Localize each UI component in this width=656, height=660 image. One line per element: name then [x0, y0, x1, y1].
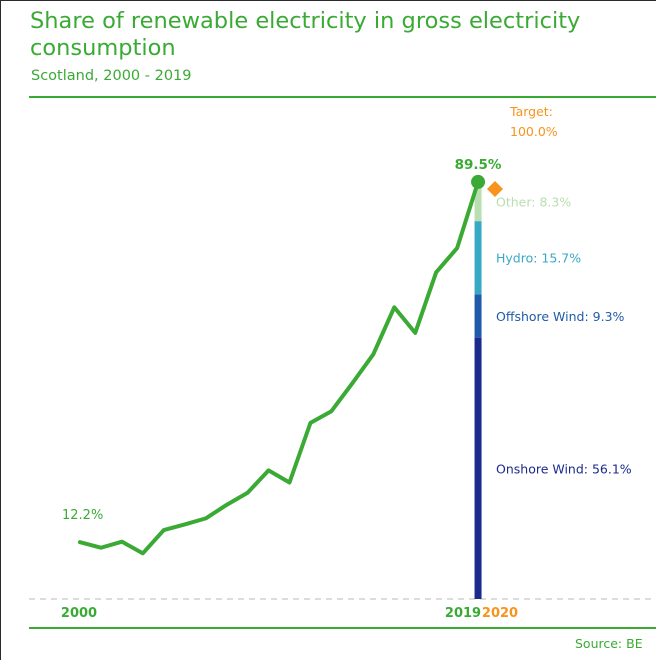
target-label-line2: 100.0% — [510, 124, 558, 139]
first-point-label: 12.2% — [62, 508, 103, 523]
footer-rule — [29, 627, 656, 629]
x-tick-label-2000: 2000 — [61, 606, 97, 621]
target-label-line1: Target: — [509, 104, 553, 119]
x-tick-label-2019: 2019 — [445, 606, 481, 621]
breakdown-label-onshore-wind: Onshore Wind: 56.1% — [496, 461, 632, 476]
source-note: Source: BE — [575, 636, 643, 651]
chart-title: Share of renewable electricity in gross … — [30, 8, 581, 61]
header-rule — [29, 96, 656, 98]
target-diamond-icon — [487, 181, 503, 197]
x-tick-label-2020: 2020 — [482, 606, 518, 621]
frame-top-border — [0, 0, 656, 1]
breakdown-label-hydro: Hydro: 15.7% — [496, 251, 581, 266]
breakdown-label-offshore-wind: Offshore Wind: 9.3% — [496, 309, 625, 324]
series-line — [78, 179, 481, 556]
breakdown-label-other: Other: 8.3% — [496, 195, 571, 210]
chart-subtitle: Scotland, 2000 - 2019 — [31, 68, 192, 84]
endpoint-marker — [471, 174, 486, 189]
last-point-label: 89.5% — [455, 157, 502, 173]
